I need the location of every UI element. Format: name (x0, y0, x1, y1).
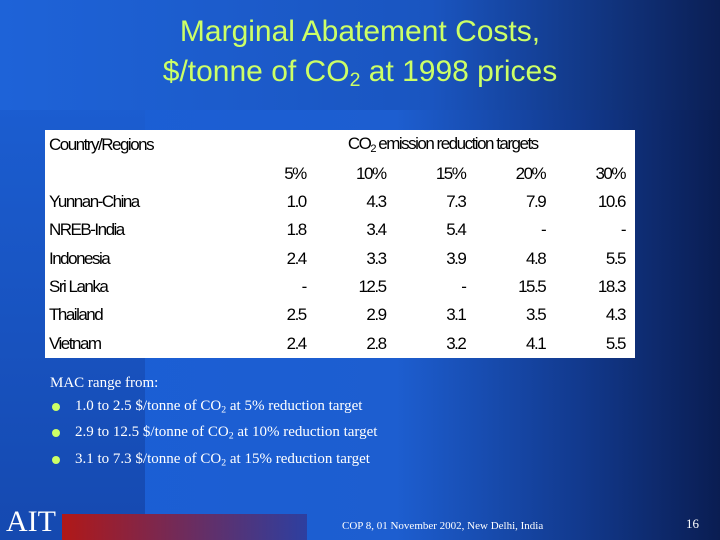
header-cell: CO2 emission reduction targets (251, 130, 635, 159)
footer-event: COP 8, 01 November 2002, New Delhi, Indi… (342, 520, 544, 532)
table-cell: - (540, 220, 547, 240)
column-header: 10% (356, 163, 387, 183)
table-cell: 2.8 (366, 333, 387, 353)
table-cell: 3.1 (446, 305, 467, 325)
bullet-dot (52, 403, 60, 411)
table-cell: 4.1 (526, 333, 547, 353)
table-cell: 3.5 (526, 305, 547, 325)
bullet-dot (52, 455, 60, 464)
bullet: 1.0 to 2.5 $/tonne of CO2 at 5% reductio… (50, 395, 377, 421)
table-box: Country/Regions CO2 emission reduction ta… (45, 130, 635, 358)
table-cell: - (620, 220, 627, 240)
subscript: 2 (221, 404, 227, 416)
title-text: $/tonne of CO (162, 55, 350, 88)
bullet-text: at 10% reduction target (233, 424, 378, 441)
subscript: 2 (221, 457, 227, 469)
subscript: 2 (349, 68, 361, 91)
notes-intro: MAC range from: (50, 375, 159, 391)
table-cell: 3.4 (366, 220, 387, 240)
row-label: NREB-India (49, 220, 125, 240)
table-cell: 18.3 (597, 277, 627, 297)
column-header: 20% (515, 163, 547, 183)
table-cell: 7.3 (446, 191, 467, 211)
title-line: $/tonne of CO2 at 1998 prices (0, 52, 720, 100)
table-row: Yunnan-China 1.0 4.3 7.3 7.9 10.6 (45, 188, 635, 216)
table-cell: 4.3 (366, 191, 387, 211)
table-cell: - (301, 277, 308, 297)
table-cell: 10.6 (597, 191, 627, 211)
title: Marginal Abatement Costs, $/tonne of CO2… (0, 12, 720, 100)
row-label: Yunnan-China (49, 191, 140, 211)
table-row: NREB-India 1.8 3.4 5.4 - - (45, 216, 635, 244)
table-cell: 3.3 (366, 248, 387, 268)
header-cell: Country/Regions (49, 134, 155, 154)
row-label: Indonesia (49, 248, 111, 268)
bullet-text: 1.0 to 2.5 $/tonne of CO (75, 398, 222, 414)
table-row: Vietnam 2.4 2.8 3.2 4.1 5.5 (45, 330, 635, 358)
column-header: 15% (435, 163, 467, 183)
bullet-text: 3.1 to 7.3 $/tonne of CO (75, 450, 222, 467)
notes: MAC range from: 1.0 to 2.5 $/tonne of CO… (50, 372, 377, 474)
column-header: 30% (595, 163, 626, 183)
bullet-dot (52, 429, 60, 438)
table-row: Indonesia 2.4 3.3 3.9 4.8 5.5 (45, 245, 635, 273)
table-cell: 3.9 (446, 248, 467, 268)
table-cell: 5.5 (605, 333, 627, 353)
page-number: 16 (686, 516, 699, 531)
title-text: at 1998 prices (360, 55, 558, 88)
header-text: emission reduction targets (375, 134, 539, 154)
title-band (0, 0, 720, 110)
row-label: Vietnam (49, 333, 102, 353)
table-cell: 4.8 (526, 248, 547, 268)
footer-bar (62, 514, 307, 540)
table-cell: 1.8 (286, 220, 308, 240)
header-text: CO (347, 134, 372, 154)
row-label: Thailand (49, 305, 104, 325)
table-cell: 3.2 (446, 333, 467, 353)
table-cell: 2.4 (286, 333, 308, 353)
bullet: 3.1 to 7.3 $/tonne of CO2 at 15% reducti… (50, 448, 377, 474)
subscript: 2 (370, 143, 376, 156)
table-cell: 12.5 (358, 277, 387, 297)
bullet-text: 2.9 to 12.5 $/tonne of CO (75, 424, 229, 441)
table-cell: 15.5 (518, 277, 547, 297)
table-row: Thailand 2.5 2.9 3.1 3.5 4.3 (45, 301, 635, 329)
table-cell: 4.3 (605, 305, 627, 325)
header-cell (45, 159, 251, 187)
bullet: 2.9 to 12.5 $/tonne of CO2 at 10% reduct… (50, 421, 377, 447)
title-line: Marginal Abatement Costs, (179, 15, 541, 48)
table-cell: 5.5 (605, 248, 627, 268)
logo: AIT (6, 505, 56, 538)
table: Country/Regions CO2 emission reduction ta… (45, 130, 635, 358)
table-cell: 2.5 (286, 305, 308, 325)
row-label: Sri Lanka (49, 277, 109, 297)
table-cell: 5.4 (446, 220, 467, 240)
table-cell: 2.4 (286, 248, 308, 268)
column-header: 5% (284, 163, 307, 183)
header-row: 5% 10% 15% 20% 30% (45, 159, 635, 187)
bullet-text: at 15% reduction target (226, 450, 370, 467)
header-row: Country/Regions CO2 emission reduction ta… (45, 130, 635, 159)
table-cell: - (461, 277, 467, 297)
subscript: 2 (228, 430, 234, 442)
table-cell: 1.0 (286, 191, 308, 211)
table-cell: 2.9 (366, 305, 387, 325)
bullet-text: at 5% reduction target (226, 398, 363, 414)
table-cell: 7.9 (526, 191, 547, 211)
table-row: Sri Lanka - 12.5 - 15.5 18.3 (45, 273, 635, 301)
